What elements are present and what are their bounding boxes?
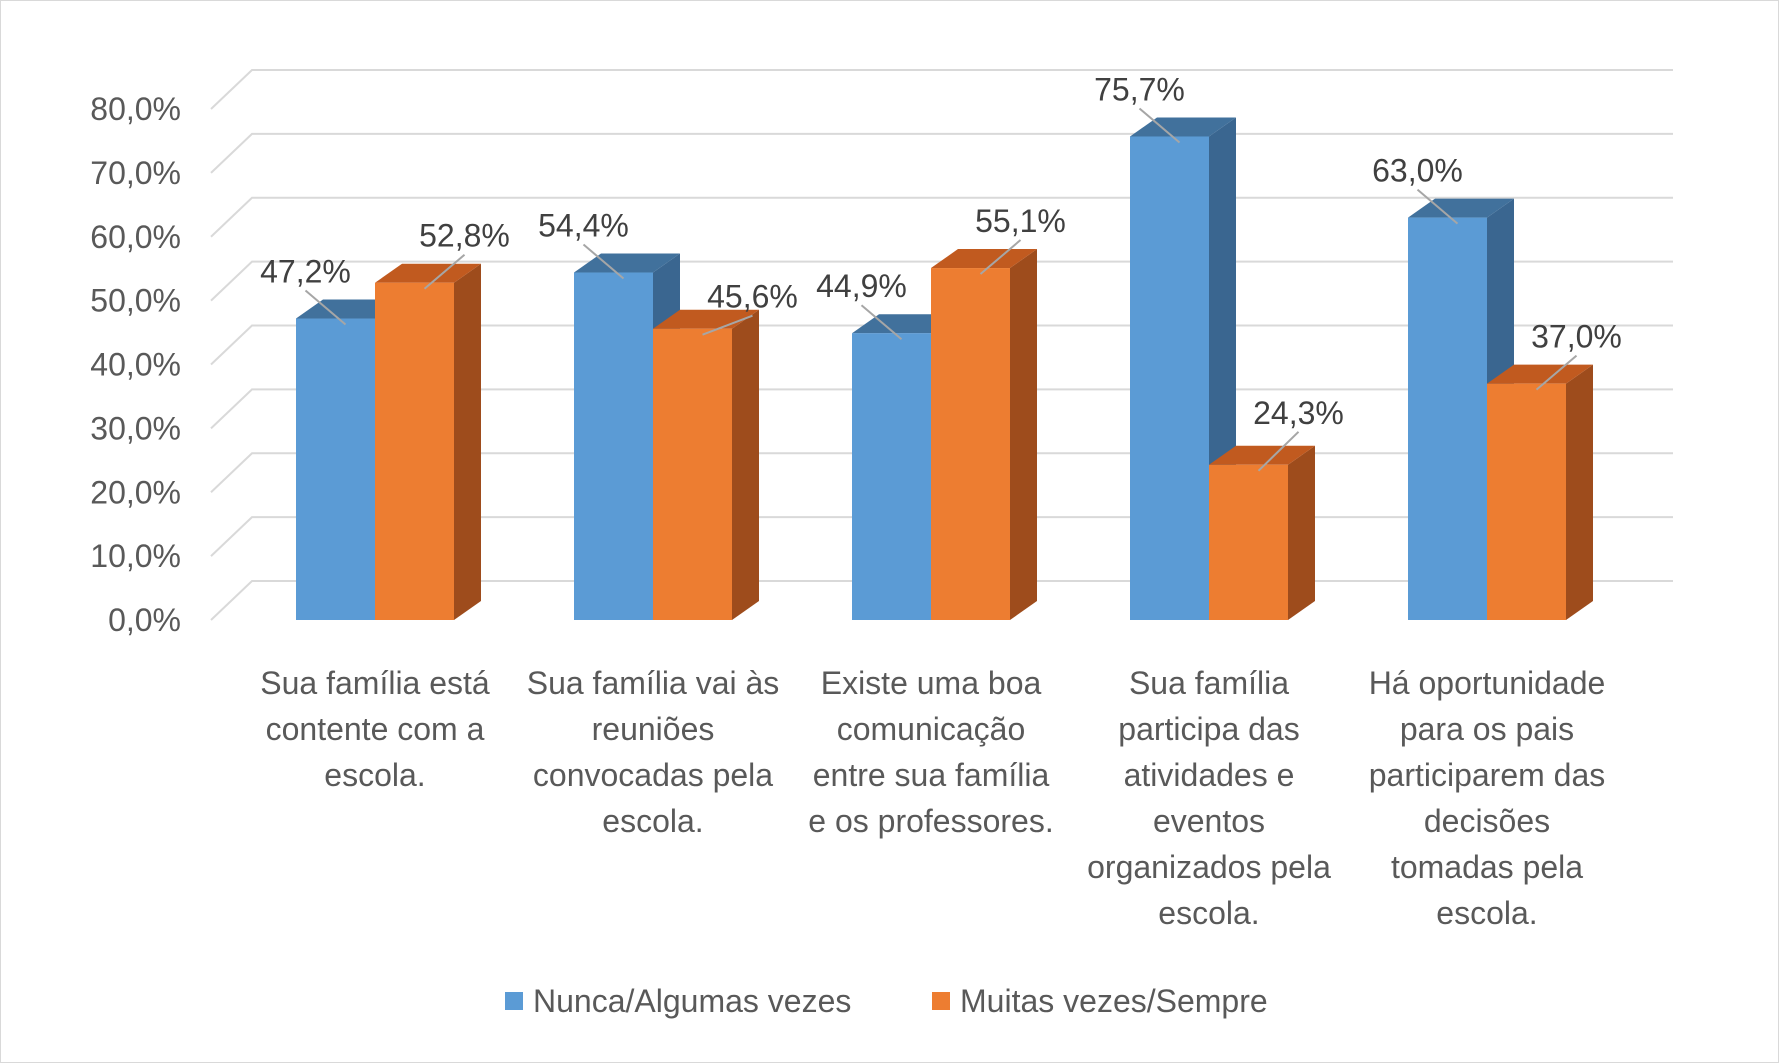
data-label-leader bbox=[860, 304, 903, 340]
bar-muitas-5 bbox=[1487, 364, 1593, 620]
y-tick-label: 80,0% bbox=[90, 91, 181, 127]
data-label-leader bbox=[1138, 107, 1181, 144]
data-label-leader bbox=[702, 314, 753, 336]
y-tick-label: 30,0% bbox=[90, 410, 181, 446]
bar-top-face bbox=[1487, 364, 1593, 384]
bar-front-face bbox=[375, 282, 454, 620]
data-label-leader bbox=[582, 243, 625, 280]
bar-front-face bbox=[1487, 383, 1566, 620]
bar-nunca-5 bbox=[1408, 198, 1514, 620]
legend: Nunca/Algumas vezes Muitas vezes/Sempre bbox=[505, 983, 1268, 1019]
bar-front-face bbox=[1209, 464, 1288, 620]
bar-top-face bbox=[1209, 445, 1315, 465]
legend-swatch-nunca-algumas-vezes bbox=[505, 992, 523, 1010]
gridlines bbox=[210, 69, 1673, 621]
data-label-leaders bbox=[304, 107, 1578, 472]
data-label-leader bbox=[979, 239, 1022, 275]
bar-side-face bbox=[1288, 445, 1315, 620]
data-label: 75,7% bbox=[1094, 71, 1185, 107]
y-axis-tick-labels: 0,0% 10,0% 20,0% 30,0% 40,0% 50,0% 60,0% 70,0% 8… bbox=[90, 91, 181, 638]
category-label: Sua família está contente com a escola. bbox=[260, 665, 490, 793]
bar-front-face bbox=[931, 268, 1010, 620]
bar-front-face bbox=[653, 328, 732, 620]
y-tick-label: 60,0% bbox=[90, 219, 181, 255]
data-label-leader bbox=[423, 253, 466, 290]
gridline bbox=[210, 69, 1673, 110]
bar-side-face bbox=[454, 263, 481, 620]
category-label: Sua família vai às reuniões convocadas pel… bbox=[527, 665, 780, 839]
data-labels: 47,2% 54,4% 44,9% 75,7% 63,0% 52,8% 45,6% 55,1%… bbox=[260, 71, 1622, 430]
category-label: Sua família participa das atividades e even… bbox=[1087, 665, 1331, 931]
y-tick-label: 40,0% bbox=[90, 347, 181, 383]
y-tick-label: 50,0% bbox=[90, 283, 181, 319]
bar-front-face bbox=[574, 272, 653, 620]
data-label-leader bbox=[1257, 431, 1300, 472]
bars bbox=[296, 117, 1593, 620]
bar-top-face bbox=[375, 263, 481, 283]
data-label: 63,0% bbox=[1372, 153, 1463, 189]
bar-front-face bbox=[1408, 217, 1487, 620]
data-label: 47,2% bbox=[260, 254, 351, 290]
data-label: 54,4% bbox=[538, 208, 629, 244]
y-tick-label: 10,0% bbox=[90, 538, 181, 574]
bar-muitas-2 bbox=[653, 309, 759, 620]
y-tick-label: 0,0% bbox=[108, 602, 181, 638]
bar-front-face bbox=[1130, 136, 1209, 620]
bar-side-face bbox=[1010, 249, 1037, 620]
bar-top-face bbox=[931, 249, 1037, 269]
legend-swatch-muitas-vezes-sempre bbox=[932, 992, 950, 1010]
bar-muitas-4 bbox=[1209, 445, 1315, 620]
data-label: 45,6% bbox=[707, 279, 798, 315]
legend-label-nunca-algumas-vezes: Nunca/Algumas vezes bbox=[533, 983, 851, 1019]
bar-front-face bbox=[852, 333, 931, 620]
data-label: 44,9% bbox=[816, 268, 907, 304]
data-label: 24,3% bbox=[1253, 395, 1344, 431]
data-label-leader bbox=[304, 289, 347, 326]
bar-side-face bbox=[732, 309, 759, 620]
bar-side-face bbox=[1566, 364, 1593, 620]
y-tick-label: 70,0% bbox=[90, 155, 181, 191]
category-label: Há oportunidade para os pais participarem … bbox=[1369, 665, 1606, 931]
data-label-leader bbox=[1535, 354, 1578, 391]
bar-front-face bbox=[296, 318, 375, 620]
y-tick-label: 20,0% bbox=[90, 474, 181, 510]
legend-label-muitas-vezes-sempre: Muitas vezes/Sempre bbox=[960, 983, 1268, 1019]
bar-muitas-3 bbox=[931, 249, 1037, 620]
data-label: 55,1% bbox=[975, 203, 1066, 239]
data-label-leader bbox=[1416, 188, 1459, 225]
category-label: Existe uma boa comunicação entre sua famíl… bbox=[808, 665, 1053, 839]
x-axis-category-labels: Sua família está contente com a escola. Sua… bbox=[260, 665, 1605, 931]
data-label: 37,0% bbox=[1531, 319, 1622, 355]
bar-muitas-1 bbox=[375, 263, 481, 620]
data-label: 52,8% bbox=[419, 218, 510, 254]
